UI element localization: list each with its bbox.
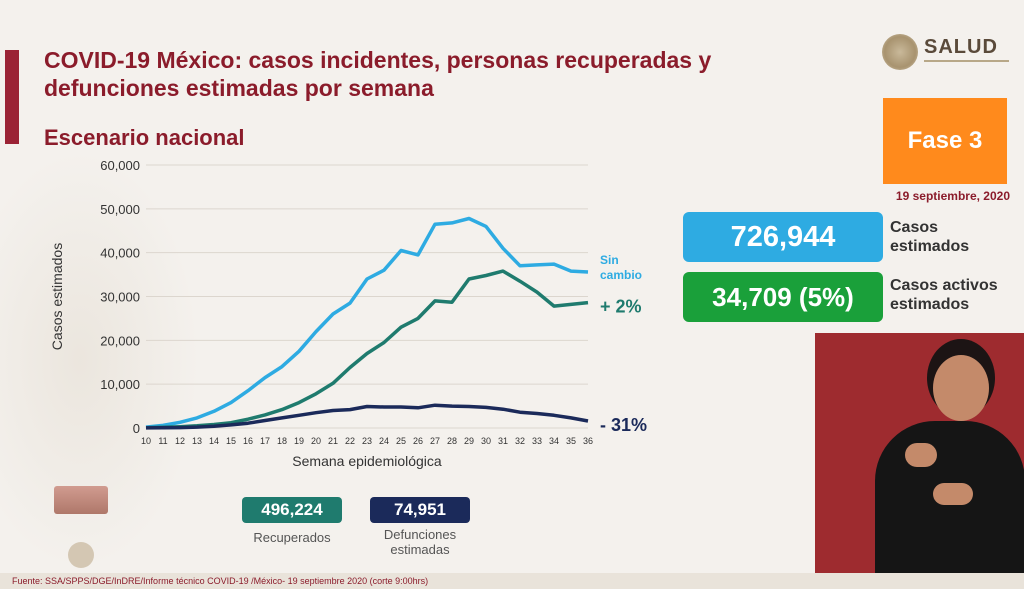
deaths-caption: Defunciones estimadas <box>383 527 457 557</box>
sign-language-interpreter-video <box>815 333 1024 573</box>
series-line <box>145 216 589 429</box>
line-chart: 0 10,000 20,000 30,000 40,000 50,000 60,000 10 1… <box>49 158 647 469</box>
series-line <box>145 269 589 430</box>
x-axis-title: Semana epidemiológica <box>292 453 442 469</box>
deaths-total: 74,951 <box>370 497 470 523</box>
seal-icon <box>68 542 94 568</box>
x-tick-label: 21 <box>328 436 338 446</box>
x-tick-label: 13 <box>192 436 202 446</box>
x-tick-label: 34 <box>549 436 559 446</box>
x-tick-label: 27 <box>430 436 440 446</box>
series-end-label: - 31% <box>600 415 647 435</box>
y-tick-label: 10,000 <box>100 377 140 392</box>
x-tick-label: 26 <box>413 436 423 446</box>
x-tick-label: 35 <box>566 436 576 446</box>
x-tick-label: 12 <box>175 436 185 446</box>
x-tick-label: 19 <box>294 436 304 446</box>
x-tick-label: 33 <box>532 436 542 446</box>
x-tick-label: 15 <box>226 436 236 446</box>
active-cases-value: 34,709 (5%) <box>683 272 883 322</box>
y-tick-label: 50,000 <box>100 202 140 217</box>
recovered-total: 496,224 <box>242 497 342 523</box>
series-end-label: cambio <box>600 268 642 282</box>
interpreter-hand <box>933 483 973 505</box>
page-subtitle: Escenario nacional <box>44 125 245 150</box>
y-tick-label: 0 <box>133 421 140 436</box>
x-tick-label: 25 <box>396 436 406 446</box>
logo-underline <box>924 60 1009 62</box>
building-logo <box>54 486 108 514</box>
x-tick-label: 31 <box>498 436 508 446</box>
series-end-label: Sin <box>600 253 619 267</box>
x-tick-label: 18 <box>277 436 287 446</box>
title-accent-bar <box>5 50 19 144</box>
recovered-caption: Recuperados <box>253 530 331 545</box>
x-tick-label: 29 <box>464 436 474 446</box>
x-tick-label: 30 <box>481 436 491 446</box>
y-tick-label: 60,000 <box>100 158 140 173</box>
estimated-cases-label: Casos estimados <box>890 219 970 255</box>
x-tick-label: 28 <box>447 436 457 446</box>
series-end-label: + 2% <box>600 297 642 317</box>
salud-logo: SALUD <box>882 32 1012 74</box>
active-cases-label: Casos activos estimados <box>890 277 998 313</box>
phase-date: 19 septiembre, 2020 <box>895 189 1010 203</box>
x-tick-label: 23 <box>362 436 372 446</box>
y-axis-title: Casos estimados <box>49 243 65 350</box>
x-tick-label: 16 <box>243 436 253 446</box>
x-tick-label: 36 <box>583 436 593 446</box>
estimated-cases-value: 726,944 <box>683 212 883 262</box>
logo-text: SALUD <box>924 36 998 58</box>
x-tick-label: 22 <box>345 436 355 446</box>
x-tick-label: 14 <box>209 436 219 446</box>
phase-badge: Fase 3 <box>883 98 1007 184</box>
y-tick-label: 30,000 <box>100 290 140 305</box>
x-tick-label: 10 <box>141 436 151 446</box>
y-tick-label: 20,000 <box>100 333 140 348</box>
x-tick-label: 32 <box>515 436 525 446</box>
page-title: COVID-19 México: casos incidentes, perso… <box>44 47 712 101</box>
seal-icon <box>882 34 918 70</box>
x-tick-label: 20 <box>311 436 321 446</box>
x-tick-label: 24 <box>379 436 389 446</box>
interpreter-hand <box>905 443 937 467</box>
y-tick-label: 40,000 <box>100 246 140 261</box>
x-tick-label: 17 <box>260 436 270 446</box>
source-note: Fuente: SSA/SPPS/DGE/InDRE/Informe técni… <box>0 573 1024 589</box>
x-tick-label: 11 <box>158 436 167 446</box>
interpreter-head <box>933 355 989 421</box>
